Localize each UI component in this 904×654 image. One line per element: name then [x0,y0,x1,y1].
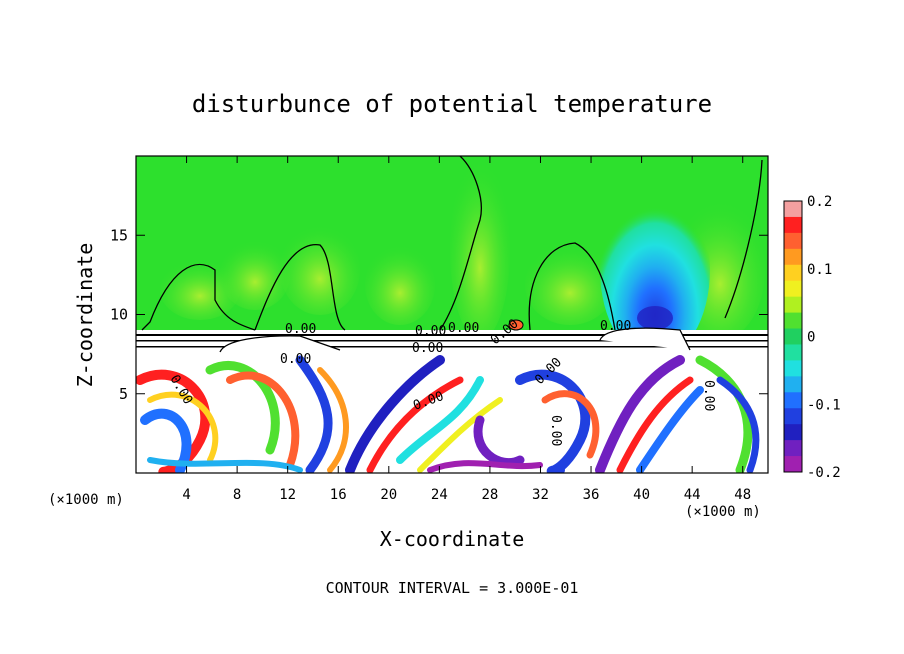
colorbar-swatch [784,312,802,330]
x-tick-label: 32 [532,487,549,503]
x-tick-label: 4 [182,487,190,503]
contour-label: 0.00 [280,352,311,367]
chart-title: disturbunce of potential temperature [192,90,712,118]
x-axis-label: X-coordinate [380,527,525,551]
colorbar-swatch [784,296,802,314]
colorbar-swatch [784,344,802,361]
cool-plume [600,180,710,360]
colorbar-tick-label: 0.1 [807,262,832,278]
y-axis: 5 10 15 [110,226,768,403]
colorbar-swatch [784,216,802,234]
x-axis: 4 8 12 16 20 24 28 32 36 40 44 48 [182,156,751,503]
contour-line [141,263,256,331]
colorbar-swatch [784,440,802,457]
colorbar-swatch [784,424,802,441]
warm-blob [365,245,435,325]
contour-label: 0.00 [415,324,446,339]
colorbar-swatch [784,232,802,250]
colorbar-frame [783,200,803,473]
x-unit-right: (×1000 m) [685,504,761,520]
x-tick-label: 20 [380,487,397,503]
warm-peak [508,319,524,331]
contour-label: 0.00 [285,322,316,337]
contour-label: 0.00 [548,415,563,446]
plot-area [136,156,768,473]
x-tick-label: 48 [734,487,751,503]
colorbar-swatch [784,392,802,409]
contour-line [599,327,691,351]
x-unit-left: (×1000 m) [48,492,124,508]
x-tick-label: 12 [279,487,296,503]
colorbar-tick-label: 0 [807,330,815,346]
colorbar-swatch [784,201,802,218]
colorbar: 0.2 0.1 0 -0.1 -0.2 [783,194,841,481]
contour-label: 0.00 [448,321,479,336]
contour-line [439,156,482,331]
y-tick-label: 15 [110,226,128,244]
contour-line [528,242,616,331]
y-tick-label: 5 [119,385,128,403]
warm-blob [220,240,290,310]
turbulent-swirls [136,355,760,473]
y-axis-label: Z-coordinate [73,243,97,388]
colorbar-swatch [784,264,802,282]
contour-label: 0.00 [600,319,631,334]
colorbar-swatch [784,328,802,345]
x-tick-label: 40 [633,487,650,503]
contour-label: 0.00 [412,341,443,356]
colorbar-swatch [784,248,802,266]
colorbar-tick-label: -0.1 [807,397,841,413]
colorbar-swatch [784,360,802,377]
warm-blob [525,245,615,325]
contour-line [254,244,346,331]
warm-blob [450,160,510,340]
warm-blob [280,225,360,315]
colorbar-swatch [784,376,802,393]
x-tick-label: 36 [583,487,600,503]
contour-line [724,159,763,319]
contour-line [219,335,341,353]
y-tick-label: 10 [110,306,128,324]
colorbar-tick-label: -0.2 [807,465,841,481]
colorbar-swatch [784,408,802,425]
inversion-band-lines [136,334,768,336]
x-tick-label: 44 [684,487,701,503]
colorbar-swatch [784,456,802,473]
x-tick-label: 8 [233,487,241,503]
cool-plume-core [637,306,673,330]
contour-interval-footer: CONTOUR INTERVAL = 3.000E-01 [326,579,579,597]
x-tick-label: 28 [481,487,498,503]
x-tick-label: 16 [330,487,347,503]
colorbar-swatch [784,280,802,298]
contour-label: 0.00 [701,380,716,411]
colorbar-tick-label: 0.2 [807,194,832,210]
x-tick-label: 24 [431,487,448,503]
